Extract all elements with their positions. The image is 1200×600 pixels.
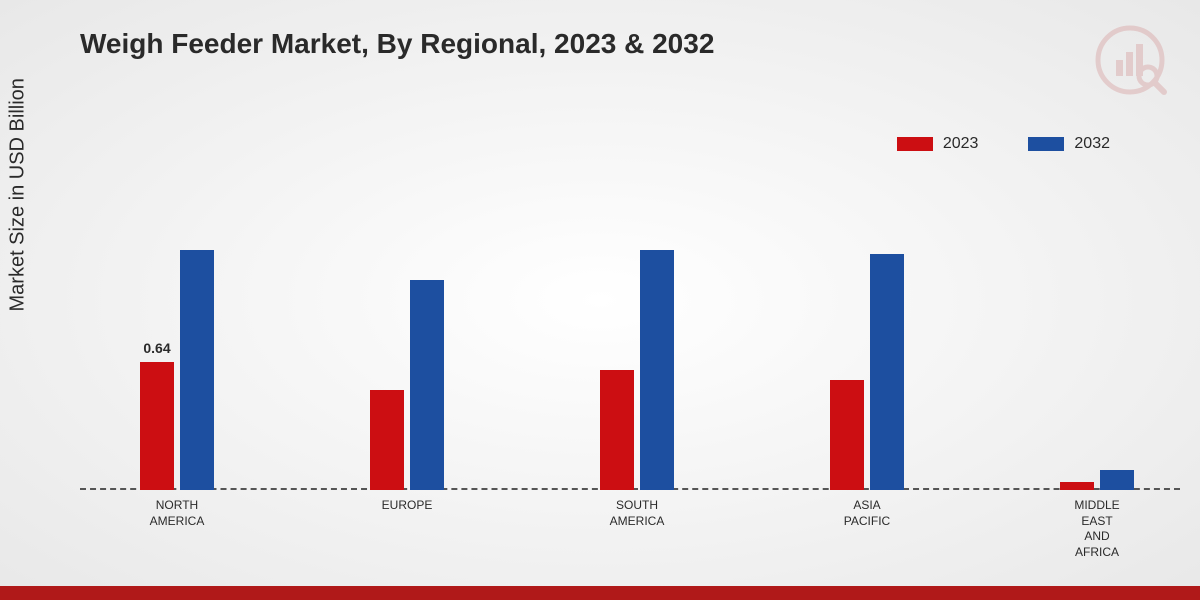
bar-2023	[830, 380, 864, 490]
plot-area: 0.64NORTH AMERICAEUROPESOUTH AMERICAASIA…	[80, 90, 1180, 540]
bar-2023	[370, 390, 404, 490]
bar-group: MIDDLE EAST AND AFRICA	[1060, 470, 1134, 490]
bar-2032	[640, 250, 674, 490]
bar-group: EUROPE	[370, 280, 444, 490]
category-label: SOUTH AMERICA	[610, 498, 665, 529]
bar-2023	[600, 370, 634, 490]
chart-title: Weigh Feeder Market, By Regional, 2023 &…	[80, 28, 714, 60]
category-label: EUROPE	[382, 498, 433, 514]
bar-2023	[1060, 482, 1094, 490]
bar-group: SOUTH AMERICA	[600, 250, 674, 490]
bar-group: 0.64NORTH AMERICA	[140, 250, 214, 490]
bar-2032	[1100, 470, 1134, 490]
category-label: ASIA PACIFIC	[844, 498, 890, 529]
bar-2032	[410, 280, 444, 490]
y-axis-label: Market Size in USD Billion	[7, 78, 30, 311]
category-label: MIDDLE EAST AND AFRICA	[1074, 498, 1119, 560]
bar-2032	[180, 250, 214, 490]
bars-container: 0.64NORTH AMERICA EUROPE SOUTH AMERICA ASIA…	[80, 130, 1180, 490]
bar-group: ASIA PACIFIC	[830, 254, 904, 490]
category-label: NORTH AMERICA	[150, 498, 205, 529]
bar-2032	[870, 254, 904, 490]
bar-value-label: 0.64	[143, 340, 170, 356]
bar-2023: 0.64	[140, 362, 174, 490]
footer-accent-bar	[0, 586, 1200, 600]
